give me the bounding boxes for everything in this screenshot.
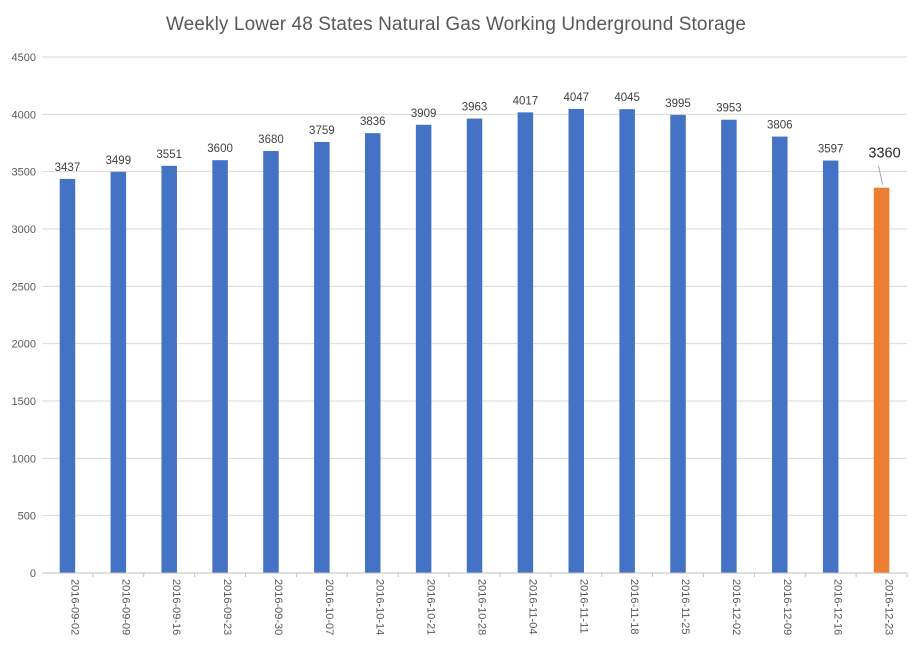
x-tick-label: 2016-12-23 xyxy=(883,579,895,635)
x-tick-label: 2016-09-09 xyxy=(119,579,131,635)
bar xyxy=(263,151,279,573)
x-tick-label: 2016-12-09 xyxy=(781,579,793,635)
x-tick-label: 2016-12-16 xyxy=(832,579,844,635)
data-label: 3360 xyxy=(868,146,900,162)
bar xyxy=(110,171,127,574)
data-label: 3600 xyxy=(207,143,233,155)
bar xyxy=(212,160,228,573)
y-tick-label: 4500 xyxy=(12,52,36,64)
bar xyxy=(314,141,330,573)
data-label: 3437 xyxy=(55,162,81,174)
data-label: 3909 xyxy=(411,108,437,120)
data-label: 3551 xyxy=(156,149,182,161)
y-tick-label: 3000 xyxy=(12,224,36,236)
y-tick-label: 1500 xyxy=(12,396,36,408)
data-label: 3836 xyxy=(360,116,386,128)
bar xyxy=(466,118,483,574)
bar xyxy=(415,124,432,573)
chart-title: Weekly Lower 48 States Natural Gas Worki… xyxy=(165,14,746,35)
data-label: 3499 xyxy=(106,155,132,167)
x-tick-label: 2016-12-02 xyxy=(730,579,742,635)
bar xyxy=(772,136,788,573)
x-tick-label: 2016-11-11 xyxy=(577,579,589,634)
data-label: 3963 xyxy=(462,102,488,114)
y-tick-label: 0 xyxy=(30,568,36,580)
data-label: 3759 xyxy=(309,125,335,137)
x-tick-label: 2016-11-18 xyxy=(628,579,640,634)
bar xyxy=(364,133,381,573)
x-tick-label: 2016-10-21 xyxy=(425,579,437,635)
data-label-leader xyxy=(878,165,884,185)
bar xyxy=(517,112,534,573)
data-label: 4017 xyxy=(513,95,539,107)
y-tick-label: 2500 xyxy=(12,281,36,293)
x-tick-label: 2016-11-25 xyxy=(679,579,691,634)
data-label: 3806 xyxy=(767,120,793,132)
data-label: 3597 xyxy=(818,144,844,156)
y-tick-label: 1000 xyxy=(12,453,36,465)
y-tick-label: 2000 xyxy=(12,339,36,351)
bar xyxy=(568,108,585,573)
y-tick-label: 500 xyxy=(18,511,36,523)
bar xyxy=(161,165,177,573)
x-tick-label: 2016-09-02 xyxy=(68,579,80,635)
data-label: 3953 xyxy=(716,103,742,115)
data-label: 3995 xyxy=(665,98,691,110)
x-tick-label: 2016-09-23 xyxy=(221,579,233,635)
y-tick-label: 3500 xyxy=(12,167,36,179)
x-tick-label: 2016-10-14 xyxy=(374,579,386,635)
y-tick-label: 4000 xyxy=(12,109,36,121)
x-tick-label: 2016-10-28 xyxy=(476,579,488,635)
bar xyxy=(619,109,635,573)
bar xyxy=(822,160,839,573)
bar xyxy=(873,187,890,573)
x-tick-label: 2016-09-16 xyxy=(170,579,182,635)
x-tick-label: 2016-11-04 xyxy=(526,579,538,634)
data-label: 4045 xyxy=(614,92,640,104)
bar xyxy=(59,178,76,573)
bar xyxy=(670,114,686,573)
data-label: 3680 xyxy=(258,134,284,146)
bar xyxy=(721,119,737,574)
x-tick-label: 2016-09-30 xyxy=(272,579,284,635)
data-label: 4047 xyxy=(563,92,589,104)
x-tick-label: 2016-10-07 xyxy=(323,579,335,635)
